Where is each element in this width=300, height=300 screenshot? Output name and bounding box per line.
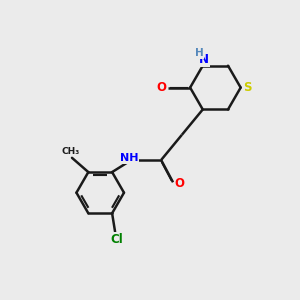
Text: CH₃: CH₃ [61, 147, 79, 156]
Text: H: H [195, 48, 204, 58]
Text: Cl: Cl [110, 232, 123, 246]
Text: O: O [175, 177, 184, 190]
Text: N: N [199, 53, 209, 66]
Text: O: O [156, 81, 166, 94]
Text: NH: NH [120, 153, 138, 163]
Text: S: S [243, 81, 251, 94]
